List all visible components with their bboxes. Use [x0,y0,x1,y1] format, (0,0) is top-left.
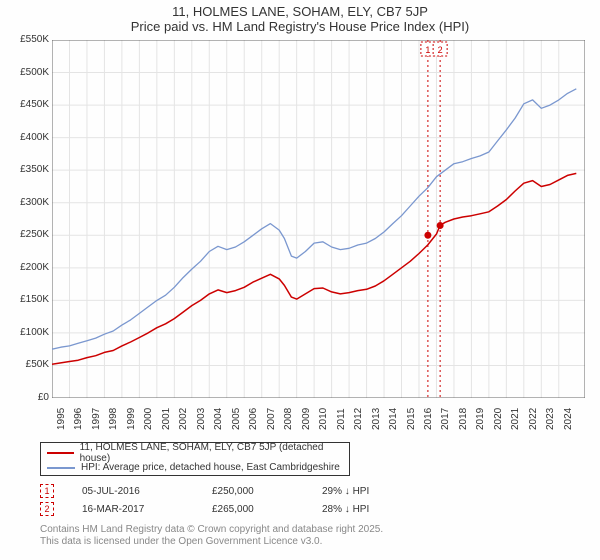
footer-line2: This data is licensed under the Open Gov… [40,536,383,548]
sale-delta-1: 29% ↓ HPI [322,486,412,497]
chart-title-line1: 11, HOLMES LANE, SOHAM, ELY, CB7 5JP [0,0,600,19]
xtick-label: 2016 [423,408,434,430]
chart-container: 11, HOLMES LANE, SOHAM, ELY, CB7 5JP Pri… [0,0,600,560]
xtick-label: 2019 [475,408,486,430]
sale-marker-1: 1 [40,484,54,498]
legend-label-price-paid: 11, HOLMES LANE, SOHAM, ELY, CB7 5JP (de… [80,442,343,464]
xtick-label: 2022 [528,408,539,430]
ytick-label: £200K [4,262,49,273]
xtick-label: 2004 [213,408,224,430]
legend-swatch-hpi [47,467,75,469]
xtick-label: 2007 [266,408,277,430]
sale-date-1: 05-JUL-2016 [82,486,212,497]
xtick-label: 2009 [301,408,312,430]
footer-line1: Contains HM Land Registry data © Crown c… [40,524,383,536]
xtick-label: 1995 [56,408,67,430]
xtick-label: 2013 [371,408,382,430]
ytick-label: £250K [4,229,49,240]
legend-item-price-paid: 11, HOLMES LANE, SOHAM, ELY, CB7 5JP (de… [47,445,343,460]
sales-table: 1 05-JUL-2016 £250,000 29% ↓ HPI 2 16-MA… [40,482,412,518]
plot-svg: 12 [52,40,585,398]
xtick-label: 2001 [161,408,172,430]
sale-delta-2: 28% ↓ HPI [322,504,412,515]
svg-text:1: 1 [425,45,430,55]
xtick-label: 2018 [458,408,469,430]
sale-price-2: £265,000 [212,504,322,515]
sale-row-2: 2 16-MAR-2017 £265,000 28% ↓ HPI [40,500,412,518]
xtick-label: 1998 [108,408,119,430]
ytick-label: £450K [4,99,49,110]
xtick-label: 2005 [231,408,242,430]
xtick-label: 2012 [353,408,364,430]
xtick-label: 2014 [388,408,399,430]
xtick-label: 2015 [406,408,417,430]
legend-label-hpi: HPI: Average price, detached house, East… [81,462,340,473]
sale-marker-2: 2 [40,502,54,516]
sale-price-1: £250,000 [212,486,322,497]
xtick-label: 2000 [143,408,154,430]
xtick-label: 2010 [318,408,329,430]
xtick-label: 2021 [510,408,521,430]
ytick-label: £0 [4,392,49,403]
xtick-label: 2020 [493,408,504,430]
xtick-label: 1999 [126,408,137,430]
plot-area: 12 [52,40,585,398]
legend-swatch-price-paid [47,452,74,454]
ytick-label: £350K [4,164,49,175]
legend-item-hpi: HPI: Average price, detached house, East… [47,460,343,475]
ytick-label: £150K [4,294,49,305]
legend: 11, HOLMES LANE, SOHAM, ELY, CB7 5JP (de… [40,442,350,476]
ytick-label: £400K [4,132,49,143]
xtick-label: 2017 [440,408,451,430]
ytick-label: £100K [4,327,49,338]
ytick-label: £50K [4,359,49,370]
xtick-label: 2002 [178,408,189,430]
ytick-label: £500K [4,67,49,78]
xtick-label: 2003 [196,408,207,430]
ytick-label: £300K [4,197,49,208]
chart-title-line2: Price paid vs. HM Land Registry's House … [0,19,600,34]
xtick-label: 2006 [248,408,259,430]
svg-text:2: 2 [438,45,443,55]
xtick-label: 2011 [336,408,347,430]
sale-date-2: 16-MAR-2017 [82,504,212,515]
xtick-label: 2024 [563,408,574,430]
xtick-label: 1996 [73,408,84,430]
xtick-label: 2008 [283,408,294,430]
footer: Contains HM Land Registry data © Crown c… [40,524,383,548]
sale-row-1: 1 05-JUL-2016 £250,000 29% ↓ HPI [40,482,412,500]
xtick-label: 2023 [545,408,556,430]
xtick-label: 1997 [91,408,102,430]
ytick-label: £550K [4,34,49,45]
